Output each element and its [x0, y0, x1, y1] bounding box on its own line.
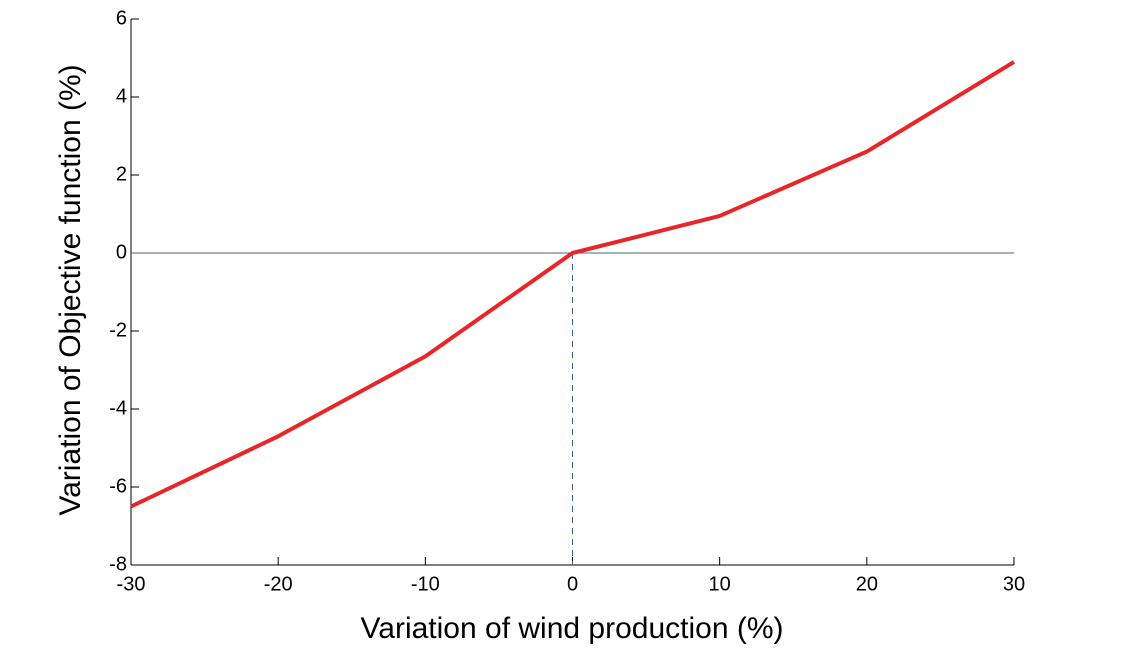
y-tick-label: -4 [109, 397, 127, 419]
y-tick-label: 4 [116, 85, 127, 107]
y-tick-label: -6 [109, 475, 127, 497]
x-tick-label: 30 [1003, 573, 1025, 595]
x-tick-label: -20 [264, 573, 293, 595]
y-tick-label: 6 [116, 7, 127, 29]
y-axis-title: Variation of Objective function (%) [54, 64, 87, 515]
x-tick-label: 0 [567, 573, 578, 595]
x-tick-label: -30 [117, 573, 146, 595]
y-tick-label: -8 [109, 553, 127, 575]
x-tick-label: 20 [856, 573, 878, 595]
y-tick-label: 2 [116, 163, 127, 185]
y-tick-label: -2 [109, 319, 127, 341]
x-tick-label: -10 [411, 573, 440, 595]
data-line [130, 60, 1016, 509]
x-axis-title: Variation of wind production (%) [361, 612, 784, 645]
x-tick-label: 10 [709, 573, 731, 595]
y-tick-label: 0 [116, 241, 127, 263]
